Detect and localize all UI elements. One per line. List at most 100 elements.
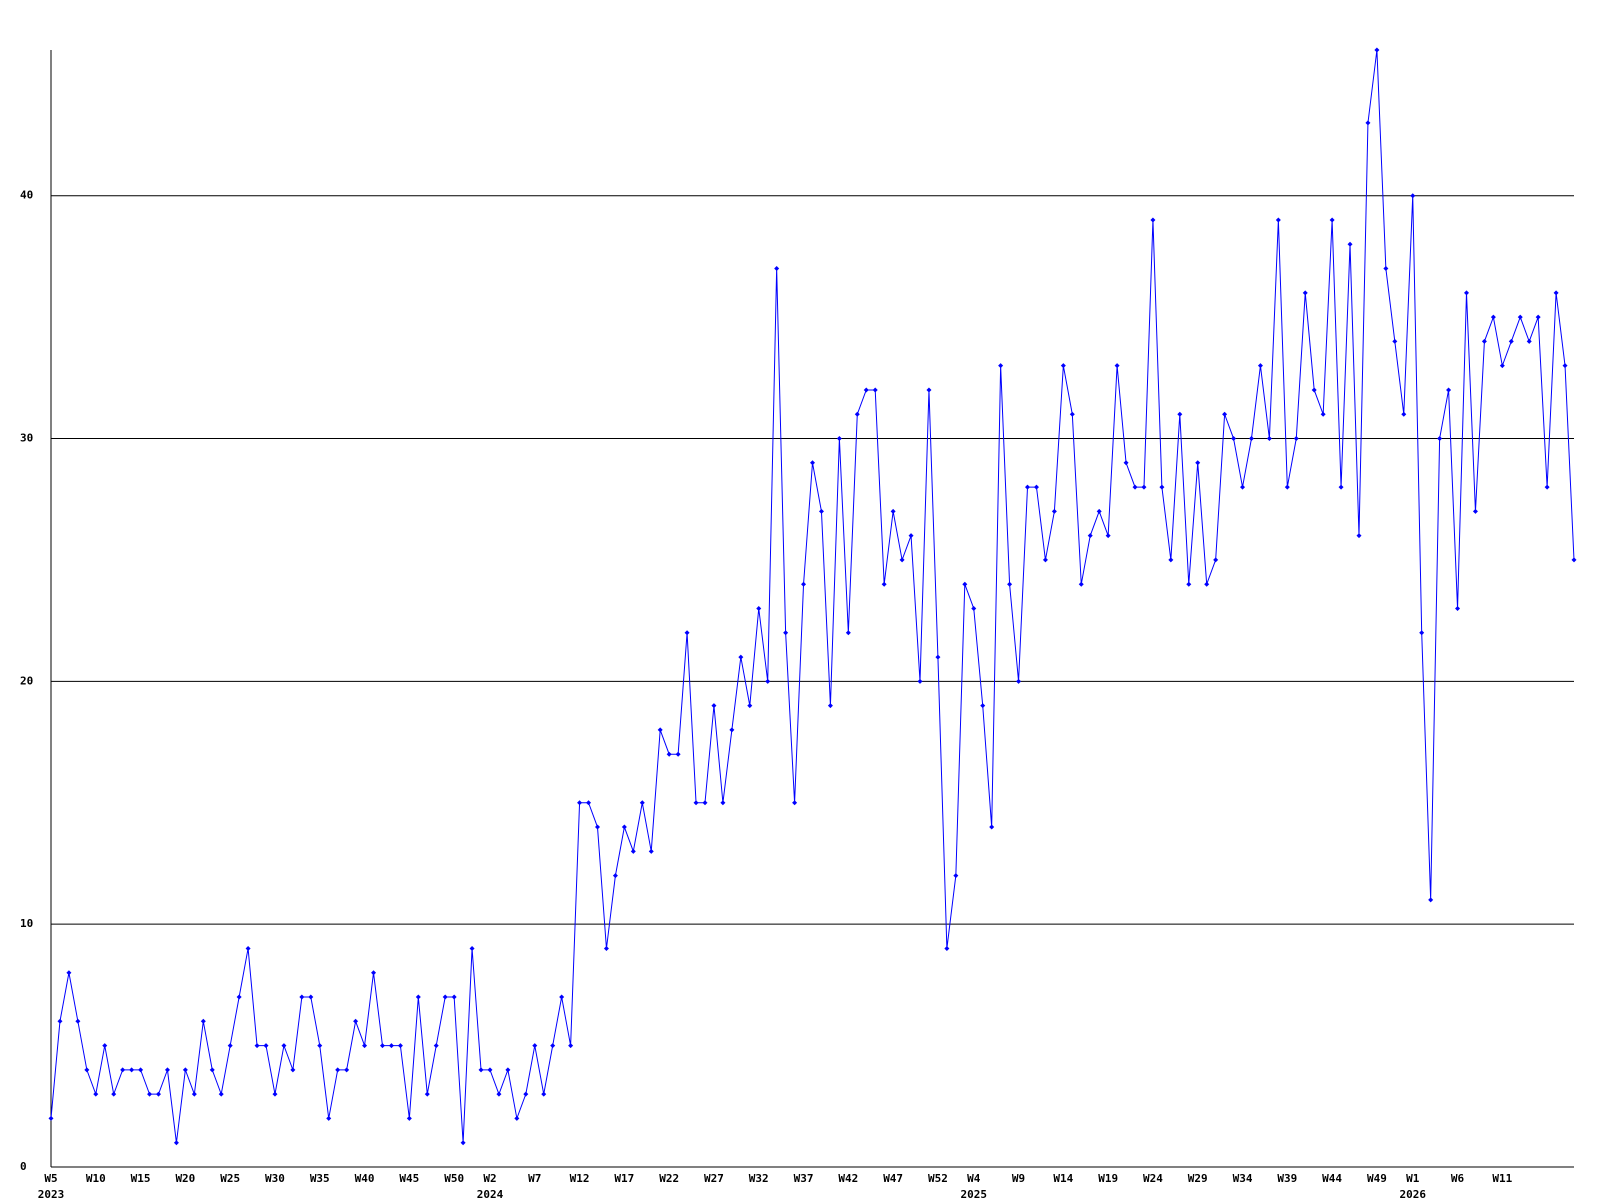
x-tick-label: W45 [399,1172,419,1185]
data-point [1222,411,1228,417]
x-tick-label: W50 [444,1172,464,1185]
data-point [66,970,72,976]
x-tick-label: W29 [1188,1172,1208,1185]
data-point [1553,290,1559,296]
data-point [1535,314,1541,320]
data-point [93,1091,99,1097]
x-tick-label: W22 [659,1172,679,1185]
x-tick-label: W11 [1492,1172,1512,1185]
data-point [1159,484,1165,490]
data-point [424,1091,430,1097]
data-point [388,1043,394,1049]
x-tick-label: W32 [749,1172,769,1185]
data-point [1051,508,1057,514]
data-point [756,606,762,611]
x-tick-label: W2 [483,1172,496,1185]
data-point [406,1115,412,1121]
data-point [675,751,681,757]
data-point [1204,581,1210,587]
data-point [1240,484,1246,490]
data-point [272,1091,278,1097]
y-tick-label: 40 [20,189,33,202]
data-point [299,994,305,1000]
data-point [57,1018,63,1024]
data-point [980,703,986,709]
data-point [218,1091,224,1097]
data-point [1338,484,1344,490]
data-point [227,1043,233,1049]
data-point [48,1115,54,1121]
data-point [236,994,242,1000]
data-point [1320,411,1326,417]
data-point [962,581,968,587]
data-point [818,508,824,514]
data-point [1033,484,1039,490]
data-point [612,873,618,879]
data-point [1508,338,1514,344]
data-point [1329,217,1335,223]
data-point [998,363,1004,369]
data-point [1446,387,1452,393]
data-point [1042,557,1048,563]
data-point [854,411,860,417]
data-point [164,1067,170,1073]
data-point [532,1043,538,1049]
data-line [50,49,1575,1143]
x-tick-label: W17 [614,1172,634,1185]
data-point [1007,581,1013,587]
x-tick-label: W40 [355,1172,375,1185]
data-point [1365,120,1371,126]
data-point [1284,484,1290,490]
data-point [1141,484,1147,490]
data-point [890,508,896,514]
data-point [1078,581,1084,587]
data-point [84,1067,90,1073]
data-point [989,824,995,830]
x-tick-label: W24 [1143,1172,1163,1185]
data-point [944,945,950,951]
data-point [1562,363,1568,369]
data-point [1419,630,1425,636]
data-point [1392,338,1398,344]
data-point [317,1043,323,1049]
x-tick-label: W25 [220,1172,240,1185]
data-point [801,581,807,587]
data-point [245,945,251,951]
data-point [308,994,314,1000]
x-tick-label: W39 [1277,1172,1297,1185]
data-point [371,970,377,976]
data-point [362,1043,368,1049]
data-point [147,1091,153,1097]
data-point [774,266,780,272]
data-point [1069,411,1075,417]
data-point [1168,557,1174,563]
data-point [1571,557,1577,563]
data-point [1302,290,1308,296]
data-point [648,848,654,854]
data-point [496,1091,502,1097]
data-point [827,703,833,709]
data-point [953,873,959,879]
x-tick-label: W30 [265,1172,285,1185]
data-point [1213,557,1219,563]
data-point [872,387,878,393]
data-point [1383,266,1389,272]
data-point [863,387,869,393]
data-point [729,727,735,733]
data-point [899,557,905,563]
data-point [102,1043,108,1049]
data-point [182,1067,188,1073]
data-point [603,945,609,951]
data-point [1428,897,1434,903]
data-point [1544,484,1550,490]
data-point [111,1091,117,1097]
y-tick-label: 30 [20,432,33,445]
data-point [1087,533,1093,539]
data-point [120,1067,126,1073]
data-point [845,630,851,636]
x-tick-label: W47 [883,1172,903,1185]
data-point [1374,47,1380,53]
data-point [1132,484,1138,490]
x-tick-label: W4 [967,1172,981,1185]
